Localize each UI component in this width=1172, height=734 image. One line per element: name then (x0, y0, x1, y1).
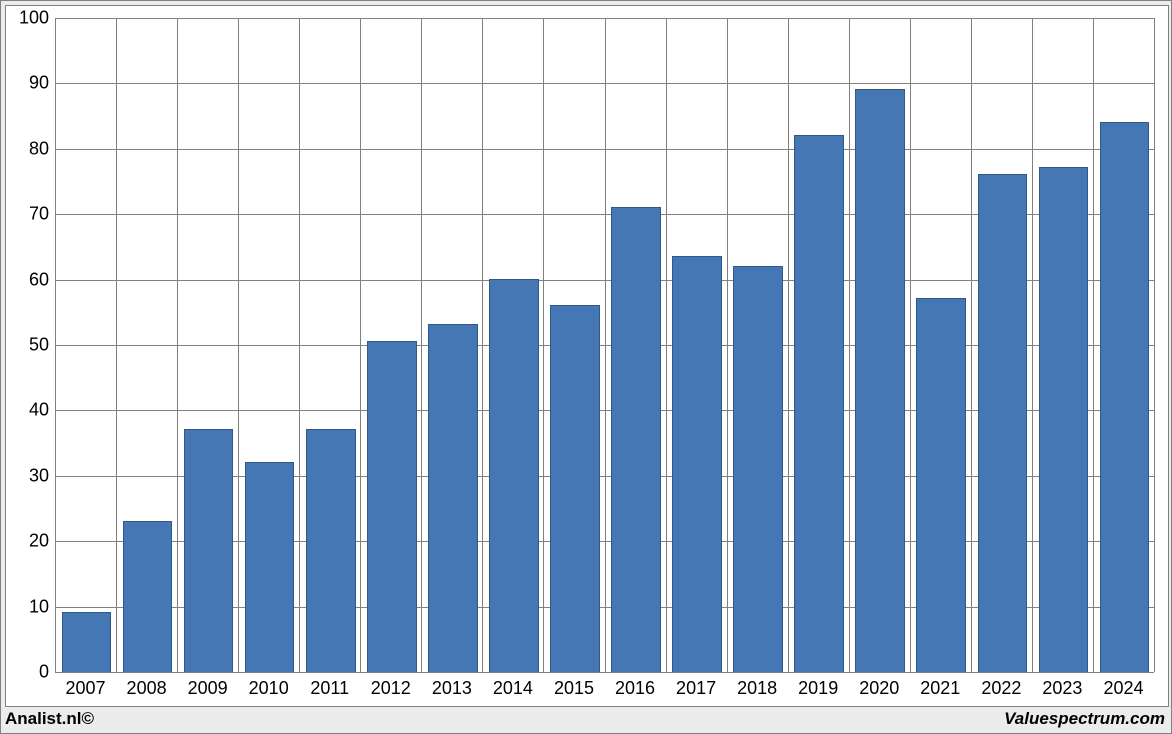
gridline-vertical (55, 18, 56, 672)
x-axis-tick-label: 2011 (310, 672, 349, 699)
gridline-vertical (605, 18, 606, 672)
x-axis-tick-label: 2019 (798, 672, 838, 699)
bar (794, 135, 844, 672)
y-axis-tick-label: 0 (39, 662, 55, 683)
y-axis-tick-label: 100 (19, 8, 55, 29)
x-axis-tick-label: 2014 (493, 672, 533, 699)
x-axis-tick-label: 2009 (188, 672, 228, 699)
x-axis-tick-label: 2015 (554, 672, 594, 699)
x-axis-tick-label: 2007 (65, 672, 105, 699)
gridline-vertical (543, 18, 544, 672)
gridline-vertical (238, 18, 239, 672)
gridline-vertical (1032, 18, 1033, 672)
plot-area: 0102030405060708090100200720082009201020… (55, 18, 1154, 672)
outer-frame: 0 10 20 30 40 50 60 70 80 90 100 2007 2008 2009 2010 20… (0, 0, 1172, 734)
gridline-vertical (299, 18, 300, 672)
bar (916, 298, 966, 672)
bar (245, 462, 295, 672)
gridline-vertical (727, 18, 728, 672)
gridline-vertical (910, 18, 911, 672)
gridline-vertical (177, 18, 178, 672)
gridline-vertical (1154, 18, 1155, 672)
x-axis-tick-label: 2024 (1103, 672, 1143, 699)
bar (733, 266, 783, 672)
gridline-vertical (482, 18, 483, 672)
y-axis-tick-label: 90 (29, 73, 55, 94)
y-axis-tick-label: 80 (29, 138, 55, 159)
gridline-vertical (360, 18, 361, 672)
bar (367, 341, 417, 672)
gridline-vertical (849, 18, 850, 672)
bar (611, 207, 661, 672)
bar (123, 521, 173, 672)
bar (62, 612, 112, 672)
bar (184, 429, 234, 672)
y-axis-tick-label: 50 (29, 335, 55, 356)
y-axis-tick-label: 30 (29, 465, 55, 486)
gridline-vertical (116, 18, 117, 672)
footer-left-text: Analist.nl© (5, 709, 94, 729)
gridline-vertical (1093, 18, 1094, 672)
x-axis-tick-label: 2013 (432, 672, 472, 699)
bar (855, 89, 905, 672)
bar (306, 429, 356, 672)
footer-right-text: Valuespectrum.com (1004, 709, 1165, 729)
gridline-vertical (971, 18, 972, 672)
gridline-vertical (666, 18, 667, 672)
y-axis-tick-label: 10 (29, 596, 55, 617)
bar (1039, 167, 1089, 672)
bar (1100, 122, 1150, 672)
bar (489, 279, 539, 672)
gridline-vertical (421, 18, 422, 672)
y-axis-tick-label: 40 (29, 400, 55, 421)
bar (672, 256, 722, 672)
x-axis-tick-label: 2008 (127, 672, 167, 699)
bar (428, 324, 478, 672)
x-axis-tick-label: 2022 (981, 672, 1021, 699)
x-axis-tick-label: 2018 (737, 672, 777, 699)
x-axis-tick-label: 2012 (371, 672, 411, 699)
x-axis-tick-label: 2016 (615, 672, 655, 699)
x-axis-tick-label: 2017 (676, 672, 716, 699)
x-axis-tick-label: 2010 (249, 672, 289, 699)
x-axis-tick-label: 2021 (920, 672, 960, 699)
y-axis-tick-label: 60 (29, 269, 55, 290)
y-axis-tick-label: 70 (29, 204, 55, 225)
bar (978, 174, 1028, 672)
gridline-vertical (788, 18, 789, 672)
x-axis-tick-label: 2020 (859, 672, 899, 699)
x-axis-tick-label: 2023 (1042, 672, 1082, 699)
chart-frame: 0 10 20 30 40 50 60 70 80 90 100 2007 2008 2009 2010 20… (5, 5, 1169, 707)
bar (550, 305, 600, 672)
y-axis-tick-label: 20 (29, 531, 55, 552)
